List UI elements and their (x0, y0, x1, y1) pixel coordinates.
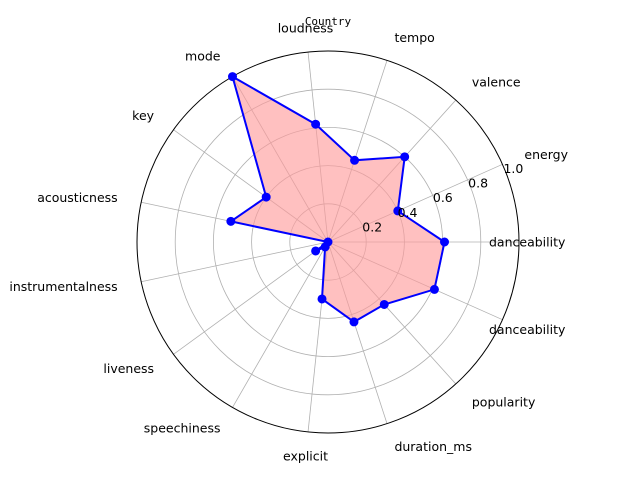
data-point-danceability (429, 284, 439, 294)
data-point-duration_ms (349, 317, 359, 327)
tick-label-0.6: 0.6 (433, 190, 453, 205)
series-fill-area (230, 76, 445, 322)
axis-label-mode: mode (185, 48, 221, 63)
axis-label-danceability: danceability (489, 322, 566, 337)
tick-label-1.0: 1.0 (503, 161, 523, 176)
tick-label-0.8: 0.8 (468, 176, 488, 191)
data-point-mode (228, 72, 237, 82)
series-line (228, 74, 446, 324)
axis-label-instrumentalness: instrumentalness (9, 279, 117, 294)
tick-label-0.2: 0.2 (362, 219, 382, 234)
axis-label-acousticness: acousticness (37, 190, 118, 205)
data-point-speechiness (320, 242, 330, 252)
axis-label-explicit: explicit (283, 448, 328, 463)
chart-frame (136, 50, 520, 434)
axis-label-danceability: danceability (489, 235, 566, 250)
polar-frame (136, 50, 520, 434)
grid-spoke (232, 241, 329, 408)
radial-tick-labels: 0.2 0.4 0.6 0.8 1.0 (362, 161, 523, 234)
data-point-key (261, 192, 271, 202)
data-point-energy (393, 206, 403, 216)
grid-spoke (173, 241, 329, 355)
series (226, 72, 450, 327)
axis-label-energy: energy (524, 147, 568, 162)
data-point-valence (400, 152, 410, 162)
axis-label-key: key (132, 108, 154, 123)
axis-label-speechiness: speechiness (144, 421, 221, 436)
data-point-acousticness (226, 216, 236, 226)
axis-label-popularity: popularity (472, 394, 536, 409)
tick-label-0.4: 0.4 (398, 205, 418, 220)
data-point-liveness (311, 246, 321, 256)
data-point-tempo (350, 155, 360, 165)
axis-label-duration_ms: duration_ms (394, 439, 472, 454)
grid-spoke (141, 241, 329, 283)
axis-label-loudness: loudness (278, 21, 334, 36)
axis-labels: danceability energy valence tempo loudness mo… (9, 21, 568, 464)
axis-label-liveness: liveness (103, 361, 154, 376)
data-point-explicit (317, 294, 327, 304)
data-point-loudness (311, 119, 321, 129)
chart-title: Country (305, 15, 352, 28)
data-point-danceability (440, 237, 450, 247)
axis-label-valence: valence (472, 75, 521, 90)
data-point-popularity (379, 299, 389, 309)
axis-label-tempo: tempo (394, 30, 434, 45)
